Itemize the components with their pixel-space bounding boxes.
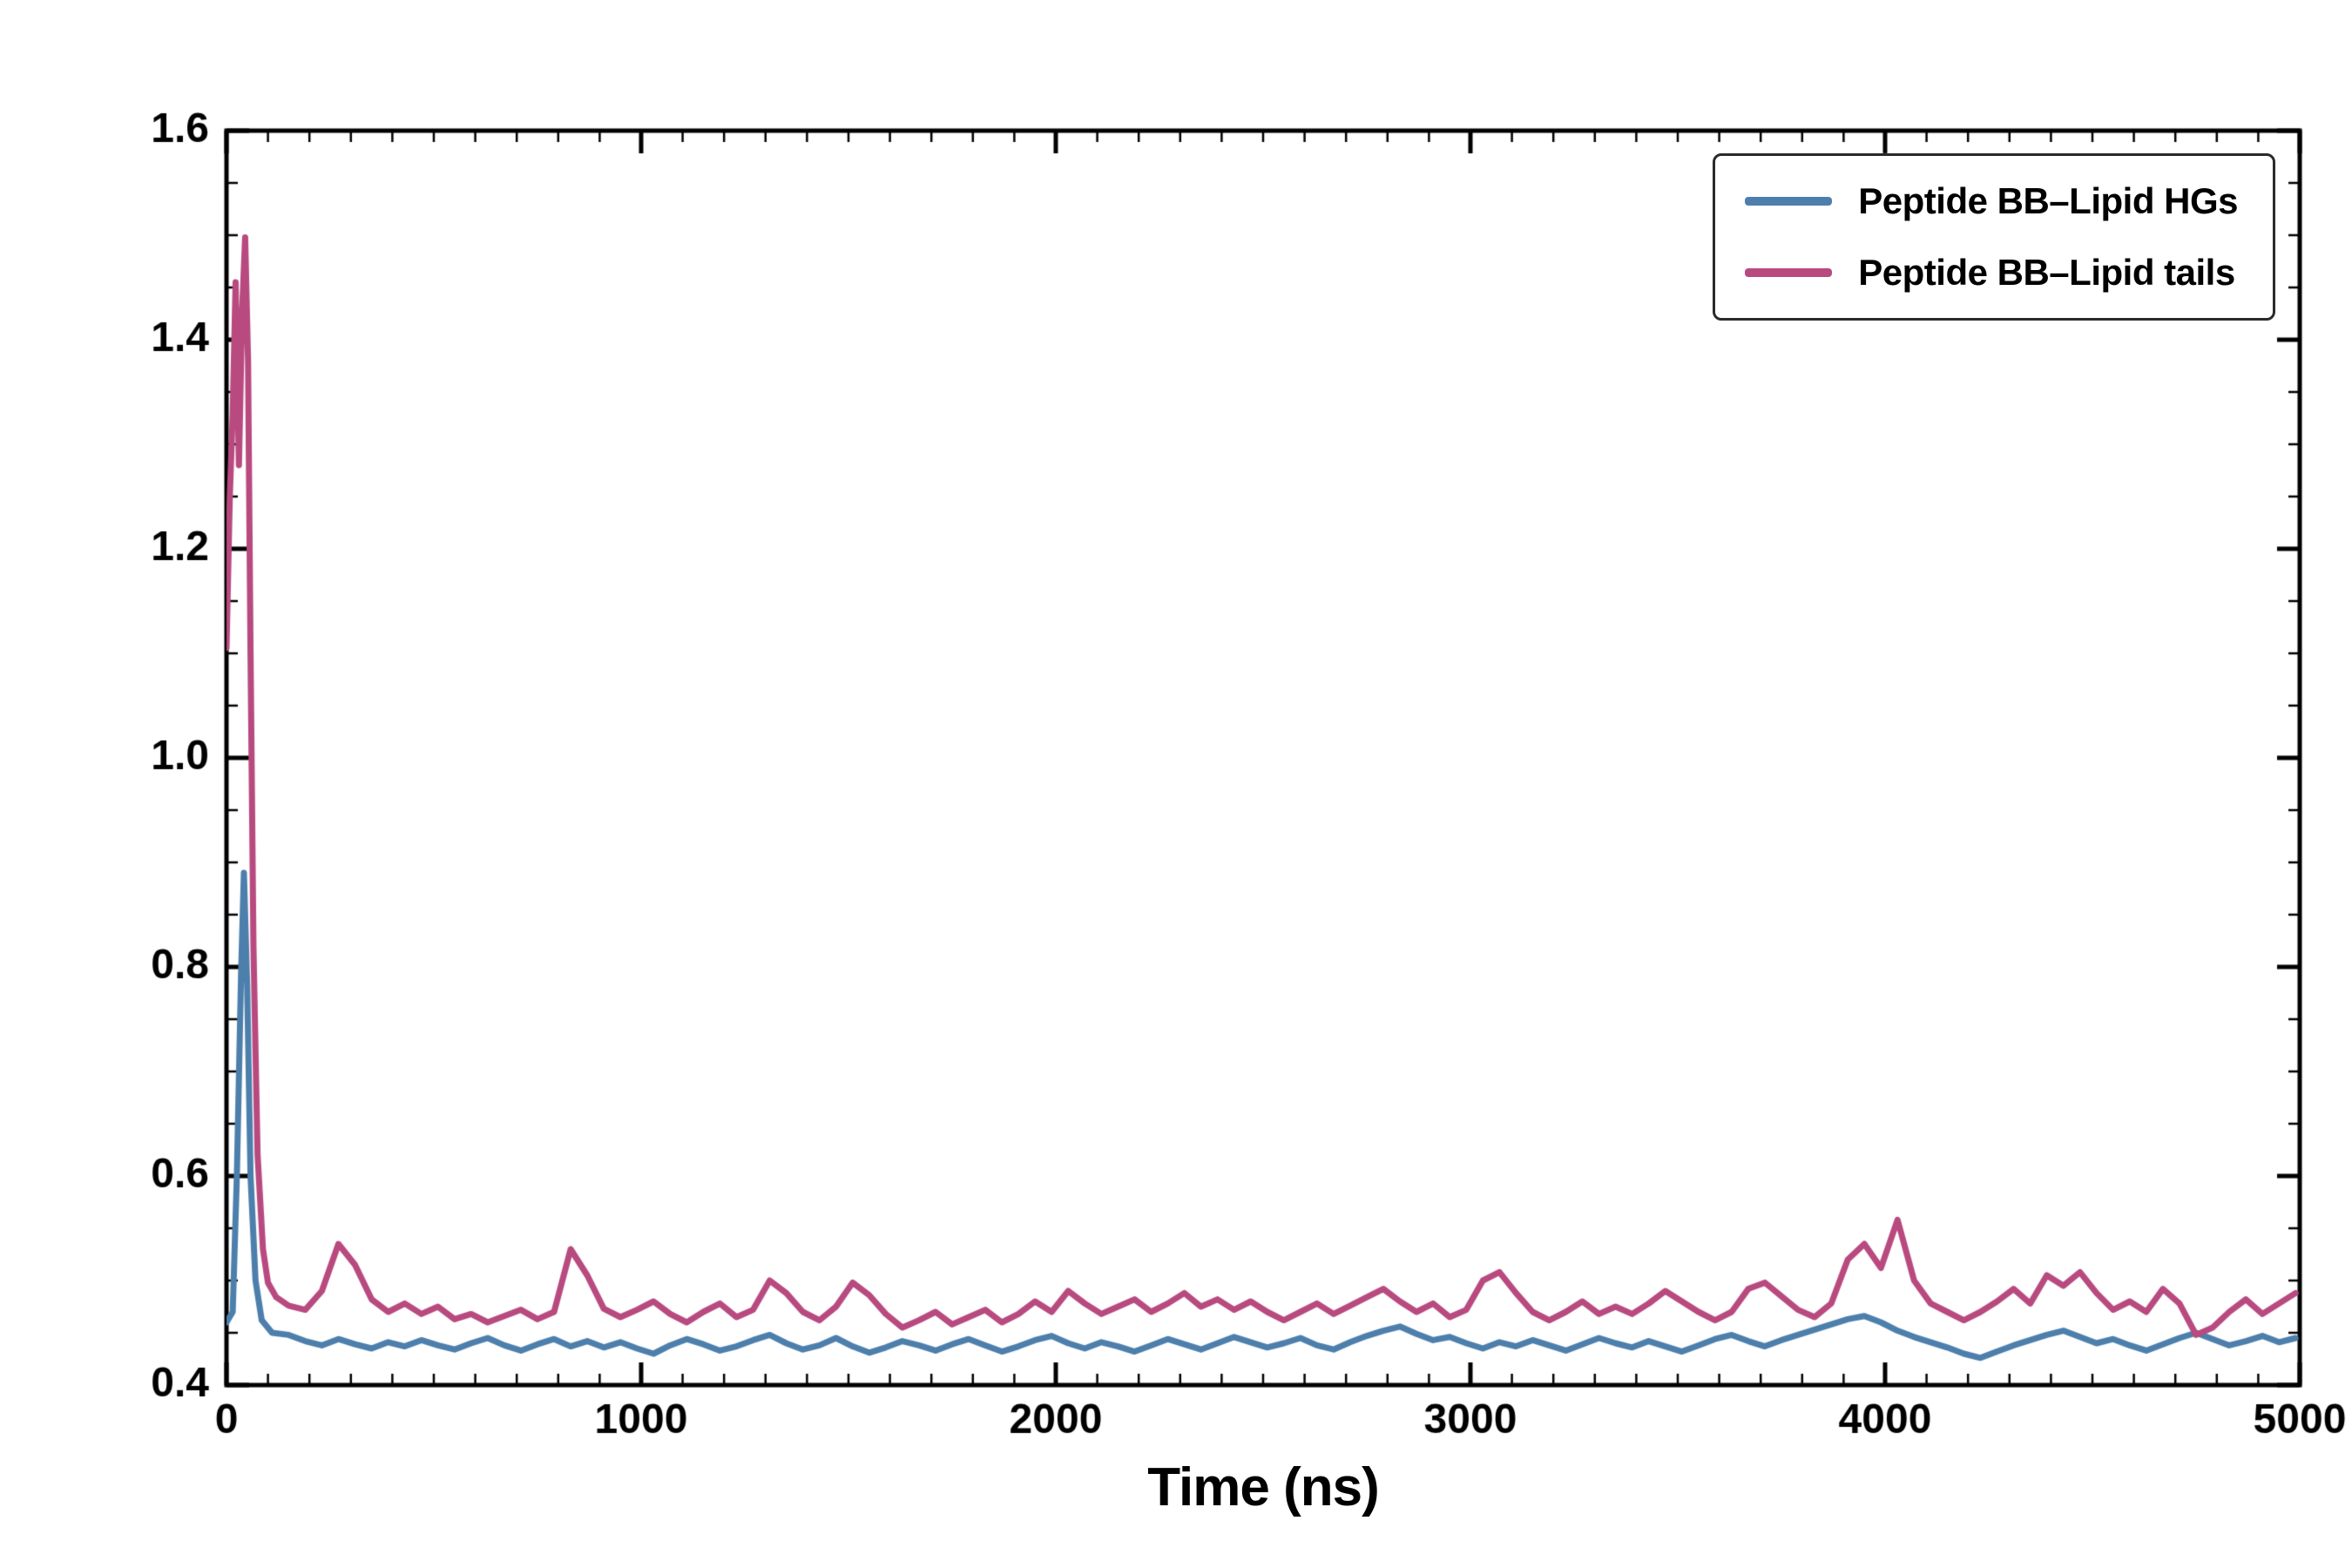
x-axis-label: Time (ns) <box>1147 1457 1379 1517</box>
legend-entry: Peptide BB–Lipid tails <box>1745 252 2238 294</box>
legend-label-hgs: Peptide BB–Lipid HGs <box>1858 180 2238 221</box>
legend-swatch-hgs <box>1745 197 1833 206</box>
legend-swatch-tails <box>1745 268 1833 277</box>
legend: Peptide BB–Lipid HGs Peptide BB–Lipid ta… <box>1713 153 2275 321</box>
legend-label-tails: Peptide BB–Lipid tails <box>1858 252 2235 293</box>
legend-entry: Peptide BB–Lipid HGs <box>1745 180 2238 222</box>
